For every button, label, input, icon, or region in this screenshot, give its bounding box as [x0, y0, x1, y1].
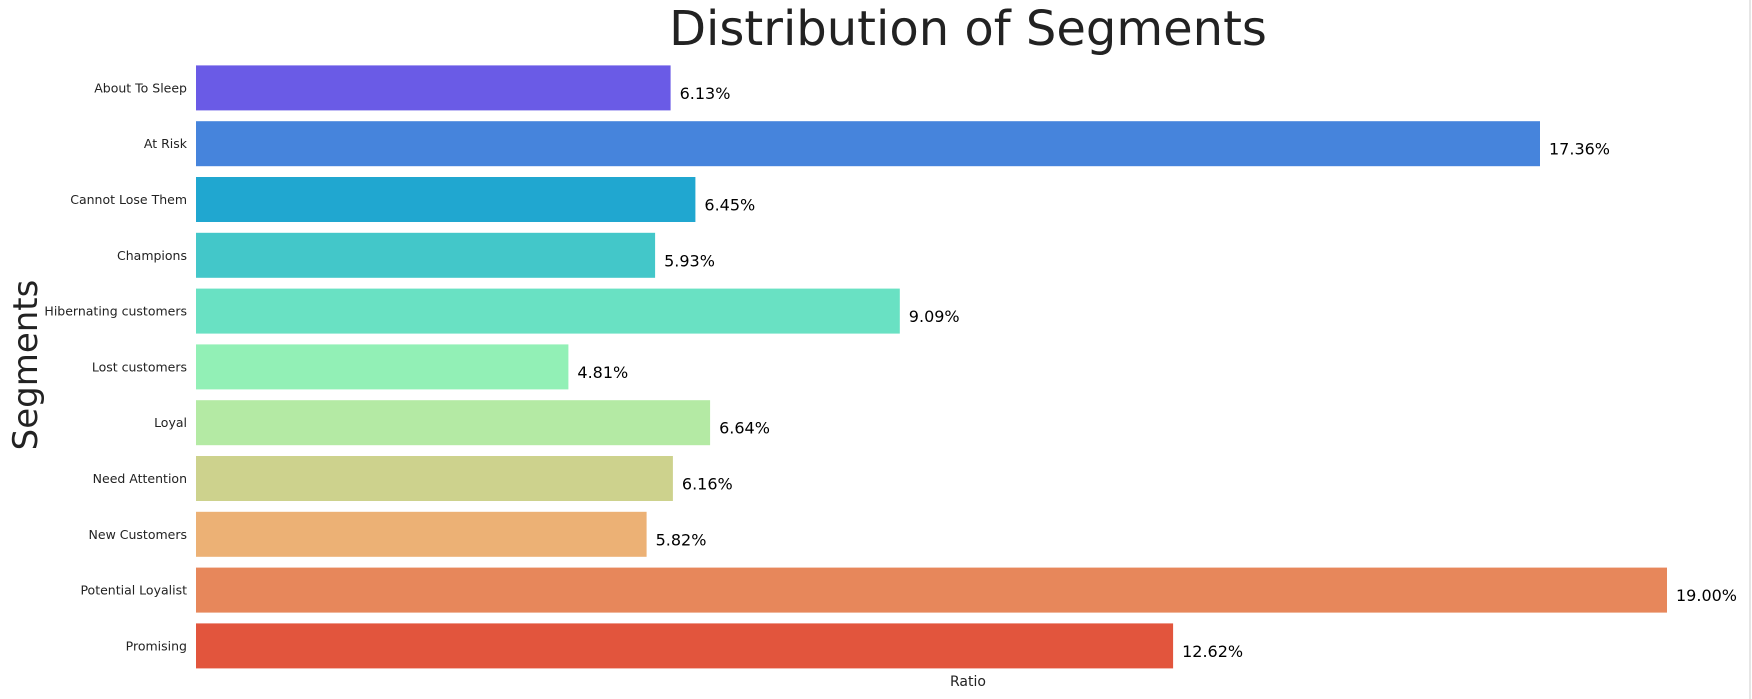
y-tick-label: About To Sleep	[94, 80, 187, 95]
data-label: 5.82%	[656, 530, 707, 549]
data-label: 6.13%	[680, 84, 731, 103]
chart-title: Distribution of Segments	[669, 1, 1267, 57]
bar-cannot-lose-them	[196, 177, 696, 222]
bar-potential-loyalist	[196, 567, 1667, 613]
y-tick-label: Champions	[117, 248, 187, 263]
y-tick-label: Lost customers	[92, 359, 187, 374]
y-tick-label: At Risk	[144, 136, 188, 151]
bar-lost-customers	[196, 344, 569, 390]
data-label: 17.36%	[1549, 140, 1610, 159]
data-label: 6.64%	[719, 419, 770, 438]
bar-hibernating-customers	[196, 288, 900, 334]
data-label: 5.93%	[664, 251, 715, 270]
y-tick-label: Hibernating customers	[44, 304, 187, 319]
data-label: 12.62%	[1182, 642, 1243, 661]
bar-new-customers	[196, 511, 647, 557]
data-label: 6.45%	[704, 196, 755, 215]
data-label: 9.09%	[909, 307, 960, 326]
bar-promising	[196, 623, 1174, 669]
y-tick-label: Need Attention	[93, 471, 187, 486]
bar-champions	[196, 232, 656, 278]
y-tick-label: Cannot Lose Them	[70, 192, 187, 207]
y-tick-label: Promising	[126, 638, 187, 653]
bar-need-attention	[196, 456, 673, 501]
y-tick-label: Potential Loyalist	[80, 583, 187, 598]
data-label: 19.00%	[1676, 586, 1737, 605]
data-label: 6.16%	[682, 475, 733, 494]
plot-area: About To Sleep 6.13% At Risk 17.36% Cannot L…	[44, 65, 1737, 669]
data-label: 4.81%	[577, 363, 628, 382]
bar-at-risk	[196, 121, 1540, 167]
bar-about-to-sleep	[196, 65, 671, 111]
y-tick-label: Loyal	[154, 415, 187, 430]
y-axis-label: Segments	[6, 280, 46, 451]
x-axis-label: Ratio	[950, 674, 986, 690]
y-tick-label: New Customers	[89, 527, 187, 542]
bar-loyal	[196, 400, 711, 446]
